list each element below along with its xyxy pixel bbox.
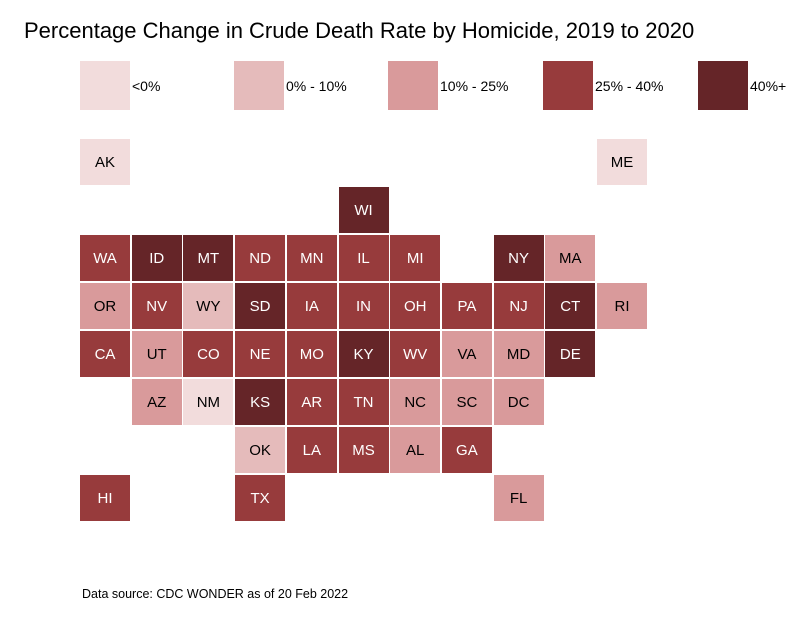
state-tile-mn: MN bbox=[286, 235, 337, 281]
state-tile-in: IN bbox=[338, 283, 389, 329]
state-tile-ri: RI bbox=[597, 283, 647, 329]
state-tile-nm: NM bbox=[183, 379, 234, 425]
state-tile-la: LA bbox=[286, 427, 337, 473]
state-tile-wv: WV bbox=[390, 331, 441, 377]
legend-label: <0% bbox=[132, 78, 161, 94]
legend-label: 25% - 40% bbox=[595, 78, 664, 94]
state-tile-tx: TX bbox=[235, 475, 286, 521]
state-tile-ms: MS bbox=[338, 427, 389, 473]
chart-title: Percentage Change in Crude Death Rate by… bbox=[24, 18, 695, 43]
state-tile-al: AL bbox=[390, 427, 441, 473]
legend-swatch bbox=[388, 61, 438, 110]
legend-label: 10% - 25% bbox=[440, 78, 509, 94]
state-tile-nj: NJ bbox=[493, 283, 544, 329]
state-tile-wa: WA bbox=[80, 235, 130, 281]
state-tile-va: VA bbox=[441, 331, 492, 377]
state-tile-az: AZ bbox=[131, 379, 182, 425]
legend-swatch bbox=[543, 61, 593, 110]
state-tile-mo: MO bbox=[286, 331, 337, 377]
state-tile-sd: SD bbox=[235, 283, 286, 329]
state-tile-ks: KS bbox=[235, 379, 286, 425]
state-tile-or: OR bbox=[80, 283, 130, 329]
legend-swatch bbox=[80, 61, 130, 110]
state-tile-ga: GA bbox=[441, 427, 492, 473]
state-tile-ak: AK bbox=[80, 139, 130, 185]
state-tile-ky: KY bbox=[338, 331, 389, 377]
state-tile-ca: CA bbox=[80, 331, 130, 377]
state-tile-nc: NC bbox=[390, 379, 441, 425]
legend-swatch bbox=[698, 61, 748, 110]
state-tile-ar: AR bbox=[286, 379, 337, 425]
state-tile-ct: CT bbox=[545, 283, 596, 329]
state-tile-sc: SC bbox=[441, 379, 492, 425]
data-source-note: Data source: CDC WONDER as of 20 Feb 202… bbox=[82, 587, 349, 601]
state-tile-ia: IA bbox=[286, 283, 337, 329]
state-tile-ny: NY bbox=[493, 235, 544, 281]
state-tile-nd: ND bbox=[235, 235, 286, 281]
state-tile-ok: OK bbox=[235, 427, 286, 473]
state-tile-mi: MI bbox=[390, 235, 441, 281]
legend-swatch bbox=[234, 61, 284, 110]
state-tile-ut: UT bbox=[131, 331, 182, 377]
state-tile-id: ID bbox=[131, 235, 182, 281]
state-tile-nv: NV bbox=[131, 283, 182, 329]
state-tile-tn: TN bbox=[338, 379, 389, 425]
state-tile-fl: FL bbox=[493, 475, 544, 521]
state-tile-dc: DC bbox=[493, 379, 544, 425]
state-tile-md: MD bbox=[493, 331, 544, 377]
state-tile-wi: WI bbox=[338, 187, 389, 233]
state-tile-hi: HI bbox=[80, 475, 130, 521]
legend-label: 40%+ bbox=[750, 78, 787, 94]
state-tile-co: CO bbox=[183, 331, 234, 377]
state-tile-mt: MT bbox=[183, 235, 234, 281]
state-tile-ma: MA bbox=[545, 235, 596, 281]
state-tile-oh: OH bbox=[390, 283, 441, 329]
state-tile-me: ME bbox=[597, 139, 647, 185]
legend-label: 0% - 10% bbox=[286, 78, 347, 94]
state-tile-il: IL bbox=[338, 235, 389, 281]
state-tile-de: DE bbox=[545, 331, 596, 377]
state-tile-ne: NE bbox=[235, 331, 286, 377]
state-tile-pa: PA bbox=[441, 283, 492, 329]
state-tile-wy: WY bbox=[183, 283, 234, 329]
